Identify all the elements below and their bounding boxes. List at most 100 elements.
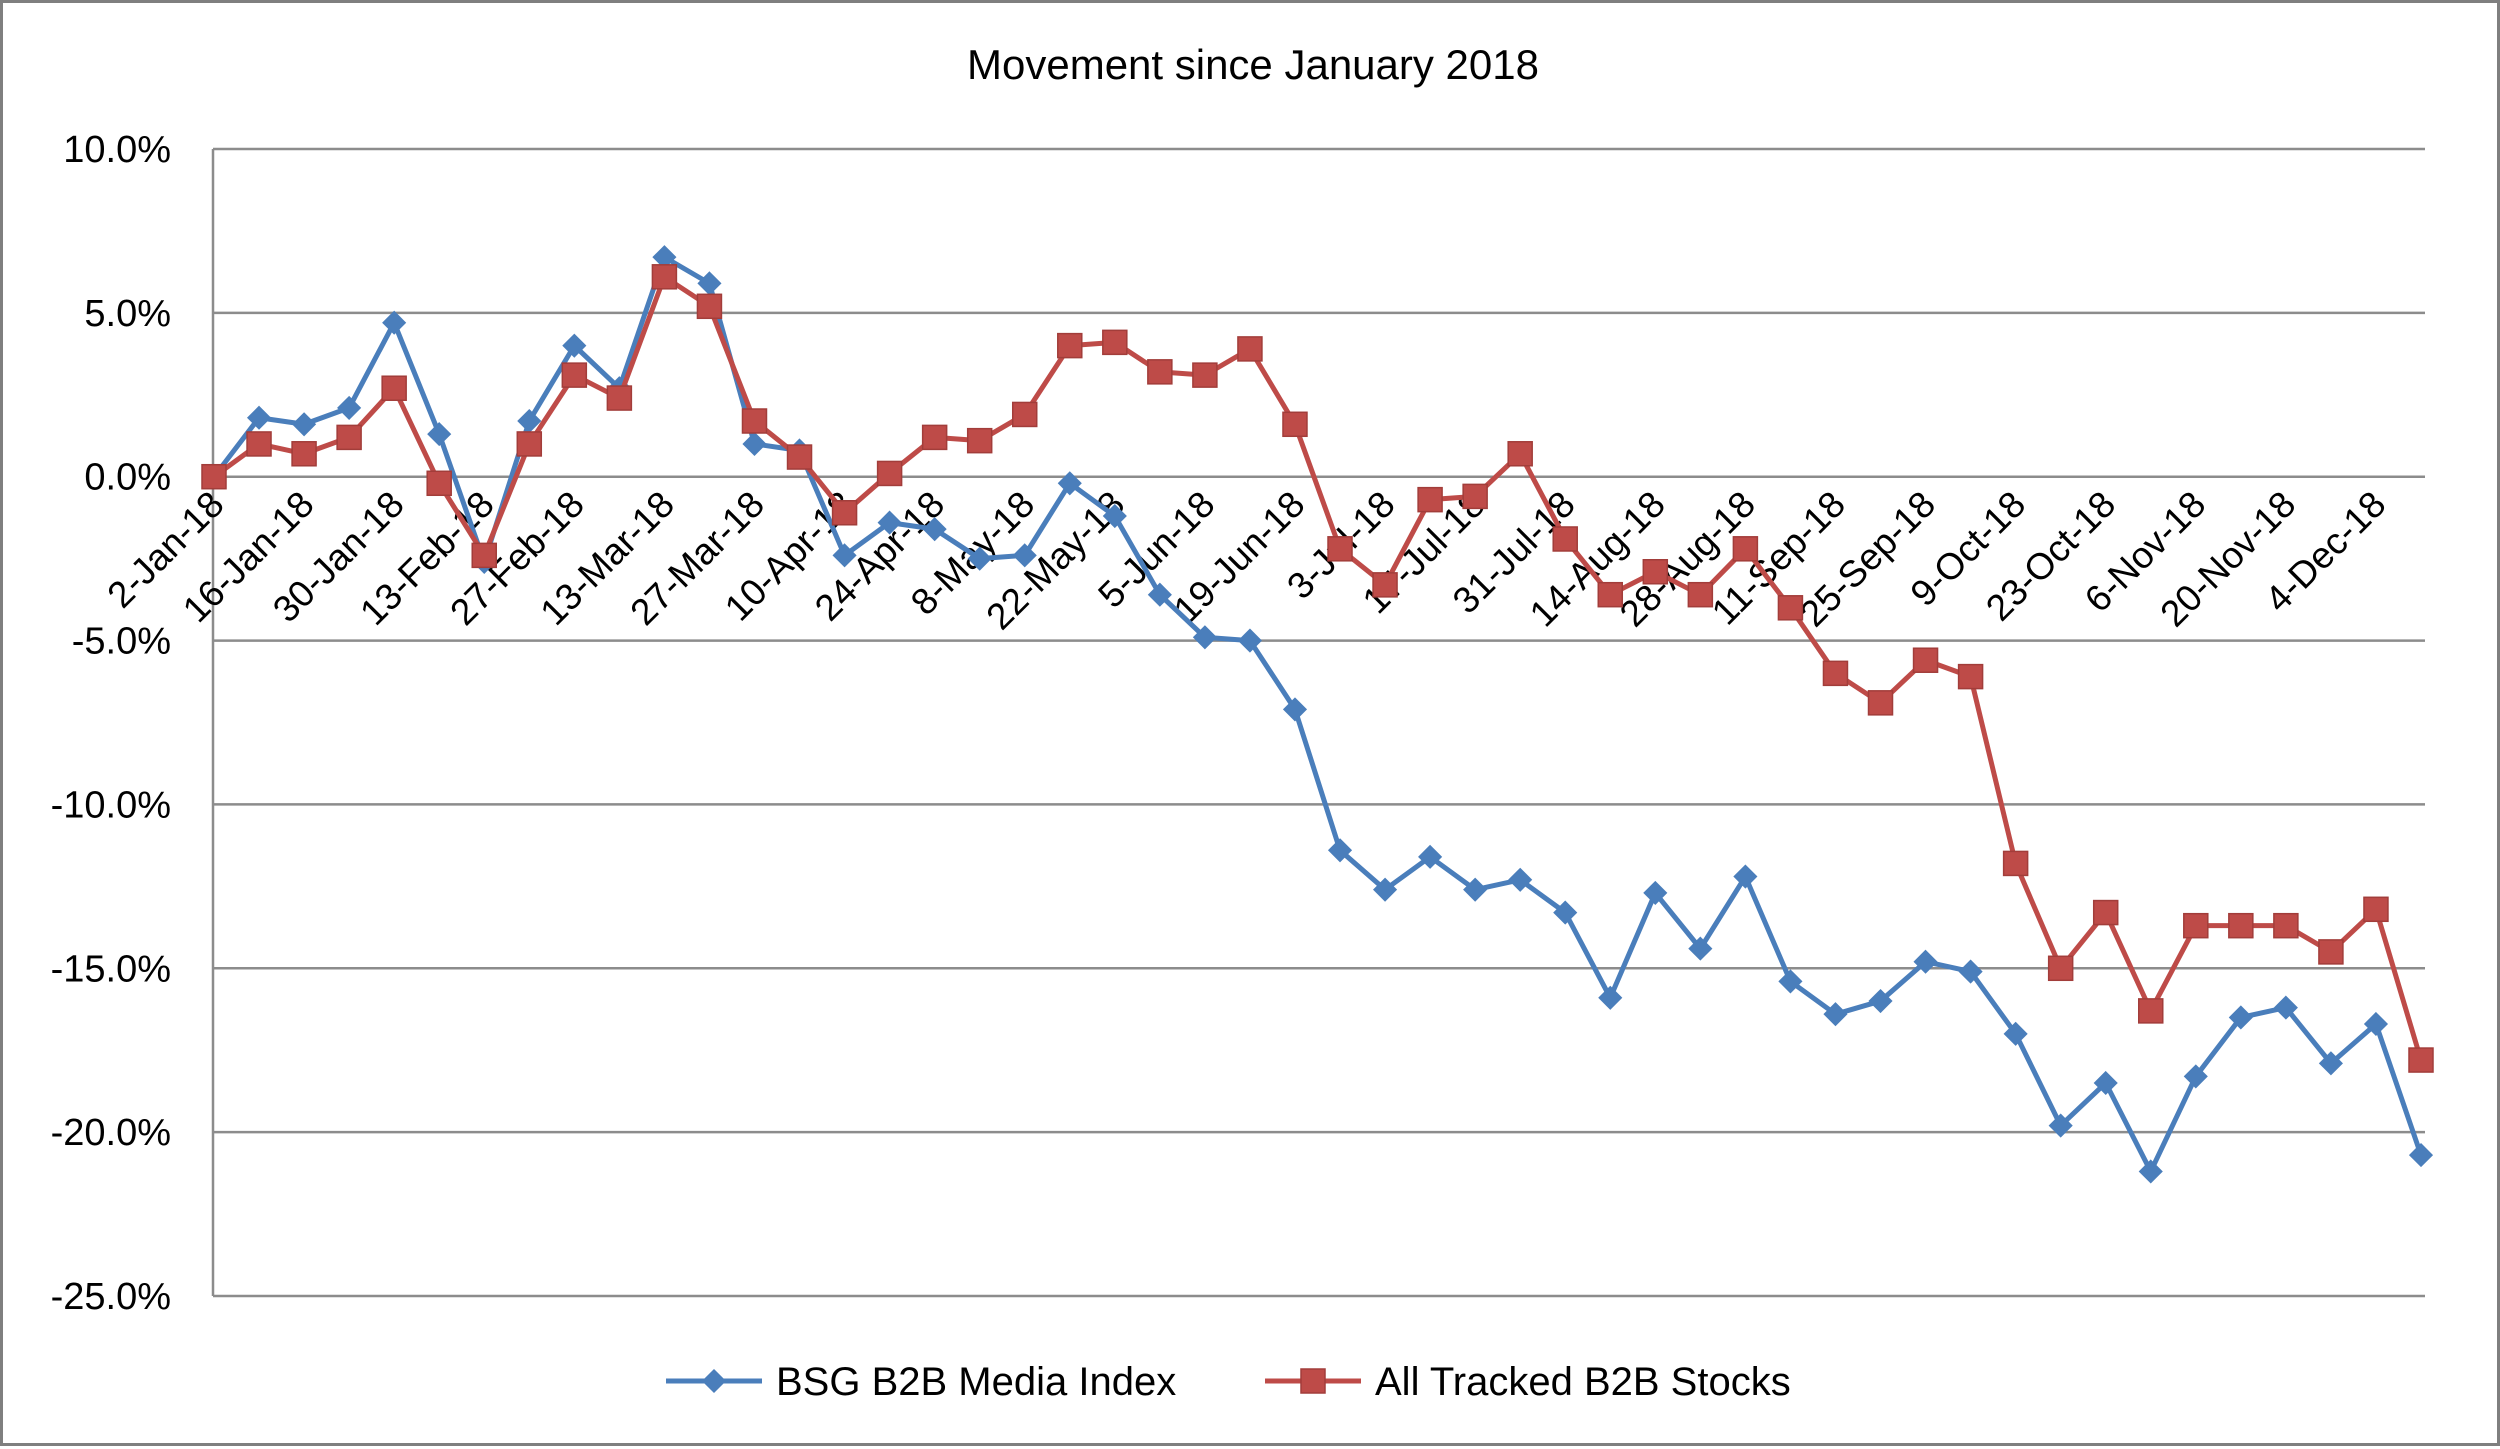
data-point bbox=[2092, 899, 2119, 926]
data-point bbox=[1778, 969, 1803, 994]
y-tick-label: -25.0% bbox=[51, 1276, 171, 1318]
data-point bbox=[1958, 959, 1983, 984]
data-point bbox=[1957, 663, 1984, 690]
data-point bbox=[471, 542, 497, 569]
data-point bbox=[1373, 877, 1398, 902]
data-point bbox=[1687, 581, 1714, 608]
data-point bbox=[1192, 362, 1218, 388]
data-point bbox=[832, 543, 857, 568]
chart-title: Movement since January 2018 bbox=[967, 41, 1539, 88]
data-point bbox=[1733, 864, 1758, 889]
data-point bbox=[1642, 559, 1669, 585]
data-point bbox=[426, 470, 452, 497]
data-point bbox=[1102, 503, 1127, 529]
data-point bbox=[2318, 939, 2344, 965]
data-point bbox=[742, 431, 767, 457]
data-point bbox=[201, 463, 227, 490]
data-point bbox=[1553, 900, 1578, 925]
data-point bbox=[1417, 486, 1443, 513]
data-point bbox=[336, 424, 362, 451]
data-point bbox=[1912, 647, 1939, 673]
data-point bbox=[1552, 526, 1578, 552]
legend-marker bbox=[1300, 1368, 1326, 1394]
data-point bbox=[1102, 329, 1128, 356]
data-point bbox=[877, 510, 902, 535]
data-point bbox=[2363, 896, 2389, 923]
chart-svg: Movement since January 2018 10.0% 5.0% 0.0… bbox=[51, 41, 2434, 1404]
data-point bbox=[2138, 1159, 2163, 1184]
legend-item: All Tracked B2B Stocks bbox=[1265, 1360, 1791, 1404]
data-point bbox=[2228, 912, 2254, 939]
data-point bbox=[876, 460, 903, 487]
data-point bbox=[516, 431, 543, 457]
data-point bbox=[2047, 955, 2074, 982]
data-point bbox=[697, 271, 722, 296]
data-point bbox=[2273, 995, 2298, 1020]
series-layer bbox=[201, 245, 2434, 1184]
data-point bbox=[2002, 850, 2029, 877]
data-point bbox=[2228, 1005, 2253, 1030]
data-point bbox=[1913, 949, 1938, 974]
data-point bbox=[651, 264, 678, 290]
data-point bbox=[1463, 877, 1488, 902]
data-point bbox=[831, 500, 858, 526]
data-point bbox=[696, 293, 723, 320]
data-point bbox=[2003, 1021, 2028, 1046]
data-point bbox=[1598, 985, 1623, 1010]
data-point bbox=[1057, 332, 1083, 359]
y-tick-label: -20.0% bbox=[51, 1112, 171, 1154]
y-tick-label: 0.0% bbox=[84, 457, 171, 499]
series-bsg-b2b-media-index bbox=[201, 245, 2434, 1184]
y-tick-label: -5.0% bbox=[72, 621, 171, 663]
y-tick-label: 10.0% bbox=[63, 129, 171, 171]
data-point bbox=[1867, 690, 1894, 716]
data-point bbox=[2093, 1070, 2118, 1096]
data-point bbox=[1822, 660, 1849, 687]
legend: BSG B2B Media Index All Tracked B2B Stock… bbox=[666, 1360, 1791, 1404]
data-point bbox=[1012, 543, 1037, 568]
data-point bbox=[2273, 912, 2299, 939]
data-point bbox=[1327, 536, 1353, 562]
data-point bbox=[1192, 625, 1217, 650]
data-point bbox=[1418, 844, 1443, 869]
data-point bbox=[2183, 912, 2209, 939]
legend-marker bbox=[701, 1368, 727, 1394]
y-tick-label: 5.0% bbox=[84, 293, 171, 335]
data-point bbox=[292, 412, 317, 437]
data-point bbox=[921, 424, 948, 451]
data-point bbox=[741, 408, 768, 434]
data-point bbox=[2408, 1143, 2434, 1168]
data-point bbox=[1823, 1002, 1848, 1027]
series-line bbox=[212, 254, 2424, 1174]
y-tick-label: -10.0% bbox=[51, 784, 171, 826]
data-point bbox=[381, 375, 407, 401]
data-point bbox=[1237, 628, 1262, 653]
data-point bbox=[1508, 867, 1533, 892]
data-point bbox=[2183, 1064, 2208, 1089]
data-point bbox=[562, 333, 587, 358]
data-point bbox=[1147, 359, 1173, 385]
series-all-tracked-b2b-stocks bbox=[201, 264, 2434, 1073]
data-point bbox=[291, 441, 317, 467]
data-point bbox=[1732, 536, 1759, 562]
x-axis-tick-labels: 2-Jan-1816-Jan-1830-Jan-1813-Feb-1827-Fe… bbox=[99, 483, 2393, 637]
data-point bbox=[1777, 595, 1804, 621]
data-point bbox=[1688, 936, 1713, 961]
data-point bbox=[382, 310, 407, 335]
y-axis-tick-labels: 10.0% 5.0% 0.0% -5.0% -10.0% -15.0% -20.0% -25.… bbox=[51, 129, 171, 1318]
data-point bbox=[337, 395, 362, 420]
data-point bbox=[966, 427, 993, 454]
data-point bbox=[1372, 572, 1398, 598]
data-point bbox=[1011, 401, 1038, 428]
data-point bbox=[1282, 411, 1308, 438]
legend-label: BSG B2B Media Index bbox=[776, 1360, 1176, 1404]
data-point bbox=[2048, 1113, 2073, 1138]
legend-item: BSG B2B Media Index bbox=[666, 1360, 1176, 1404]
legend-label: All Tracked B2B Stocks bbox=[1375, 1360, 1791, 1404]
data-point bbox=[2363, 1011, 2389, 1037]
data-point bbox=[1282, 697, 1308, 722]
data-point bbox=[427, 422, 452, 447]
data-point bbox=[606, 385, 633, 411]
data-point bbox=[2408, 1047, 2434, 1073]
